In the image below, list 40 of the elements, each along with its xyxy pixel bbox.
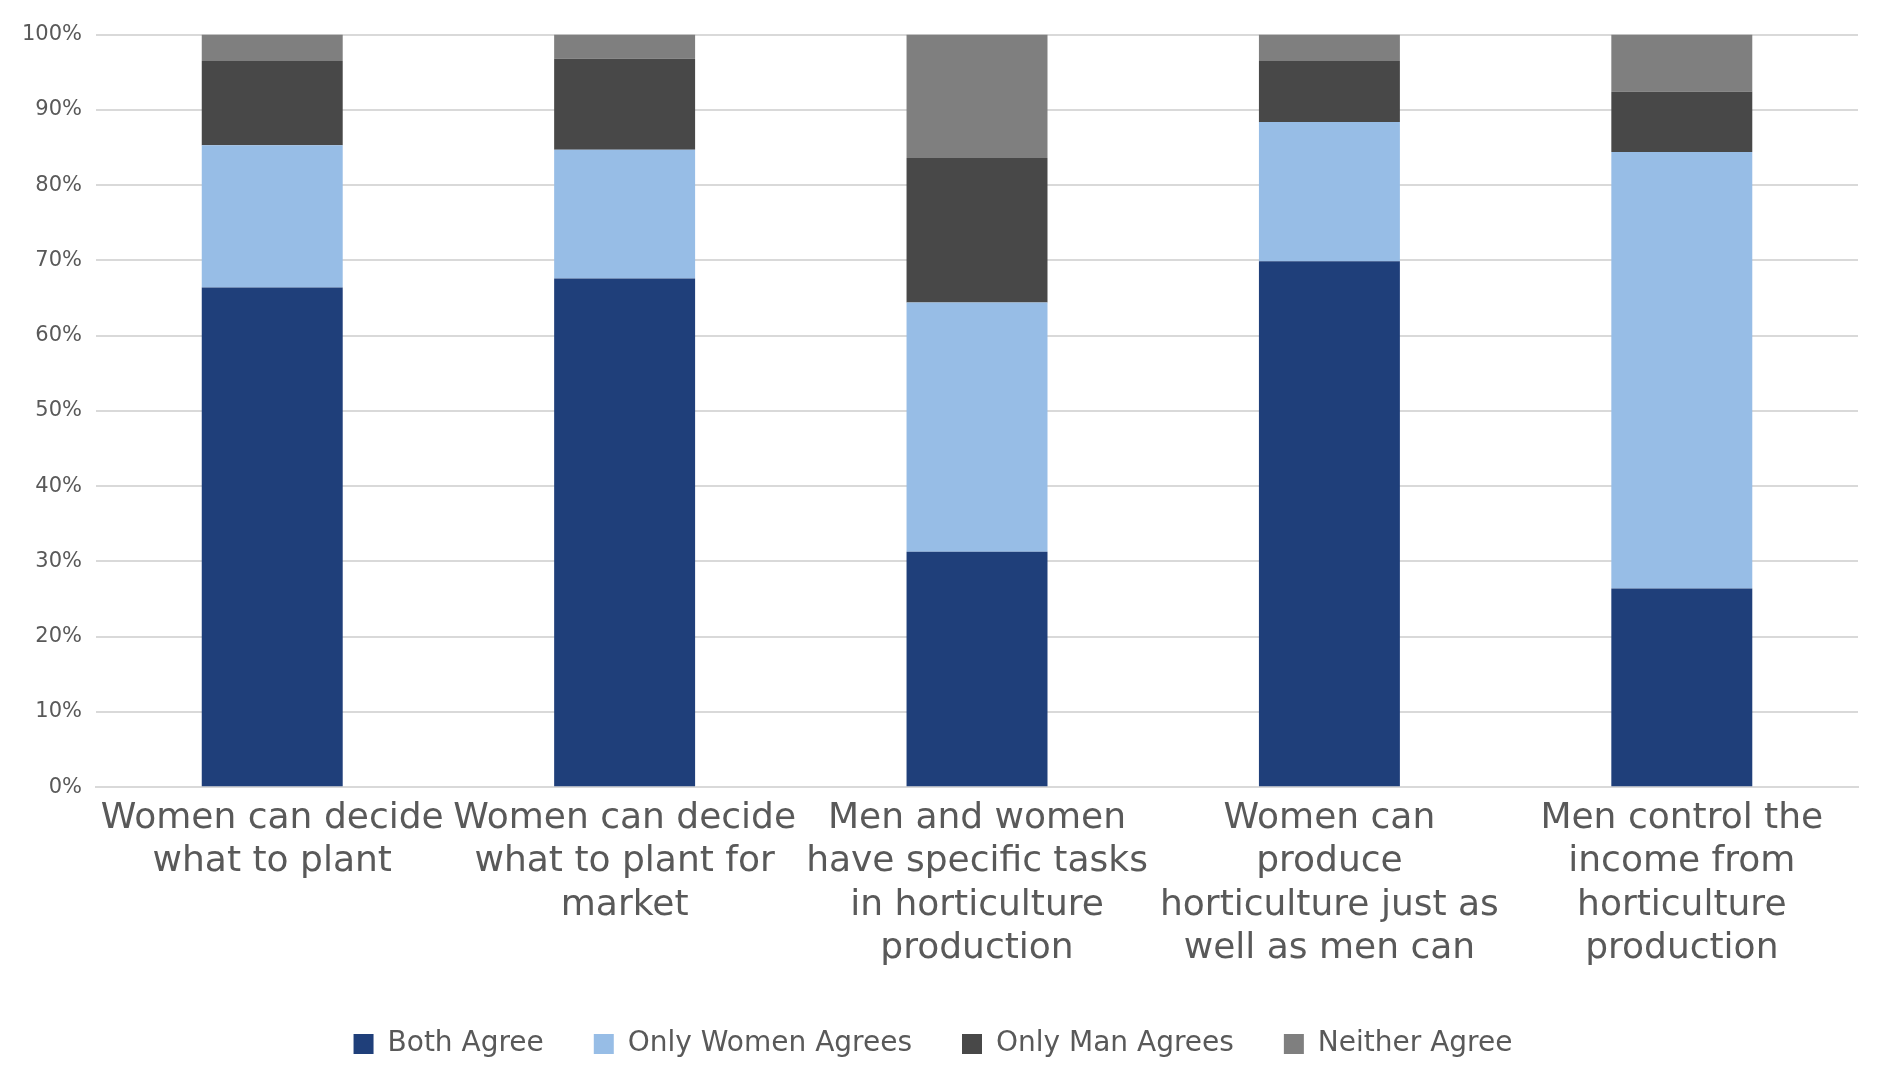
bar — [906, 34, 1048, 159]
legend-label: Both Agree — [387, 1025, 544, 1059]
bar — [1611, 588, 1753, 787]
bar — [906, 158, 1048, 303]
bar — [1611, 91, 1753, 153]
bar — [554, 149, 696, 279]
legend-label: Only Women Agrees — [627, 1025, 913, 1059]
y-tick-label: 40% — [35, 472, 83, 497]
bar — [1258, 34, 1400, 61]
bar — [554, 34, 696, 59]
legend-label: Only Man Agrees — [996, 1025, 1234, 1059]
y-tick-label: 50% — [35, 397, 83, 422]
bar — [201, 287, 343, 787]
legend-label: Neither Agree — [1317, 1025, 1513, 1059]
bar — [201, 34, 343, 61]
y-tick-label: 30% — [35, 547, 83, 572]
x-tick-label: Women can decide what to plant — [100, 795, 444, 880]
bar — [201, 60, 343, 146]
bar — [906, 551, 1048, 787]
y-tick-label: 10% — [35, 698, 83, 723]
bar — [1258, 60, 1400, 122]
y-tick-label: 100% — [21, 21, 83, 46]
y-tick-label: 60% — [35, 322, 83, 347]
y-tick-label: 20% — [35, 623, 83, 648]
y-tick-label: 70% — [35, 246, 83, 271]
bar — [1258, 261, 1400, 787]
bar — [1611, 34, 1753, 92]
y-tick-label: 0% — [48, 773, 83, 798]
y-tick-label: 90% — [35, 96, 83, 121]
x-tick-label: Men control the income from horticulture production — [1540, 795, 1824, 966]
bar — [1611, 152, 1753, 589]
bar — [554, 278, 696, 787]
x-tick-label: Men and women have specific tasks in horticulture production — [806, 795, 1148, 966]
x-tick-label: Women can decide what to plant for market — [453, 795, 797, 923]
x-tick-label: Women can produce horticulture just as well as men can — [1159, 795, 1499, 966]
bar — [906, 302, 1048, 552]
bar — [554, 58, 696, 150]
y-tick-label: 80% — [35, 171, 83, 196]
bar — [201, 145, 343, 288]
bar — [1258, 121, 1400, 262]
